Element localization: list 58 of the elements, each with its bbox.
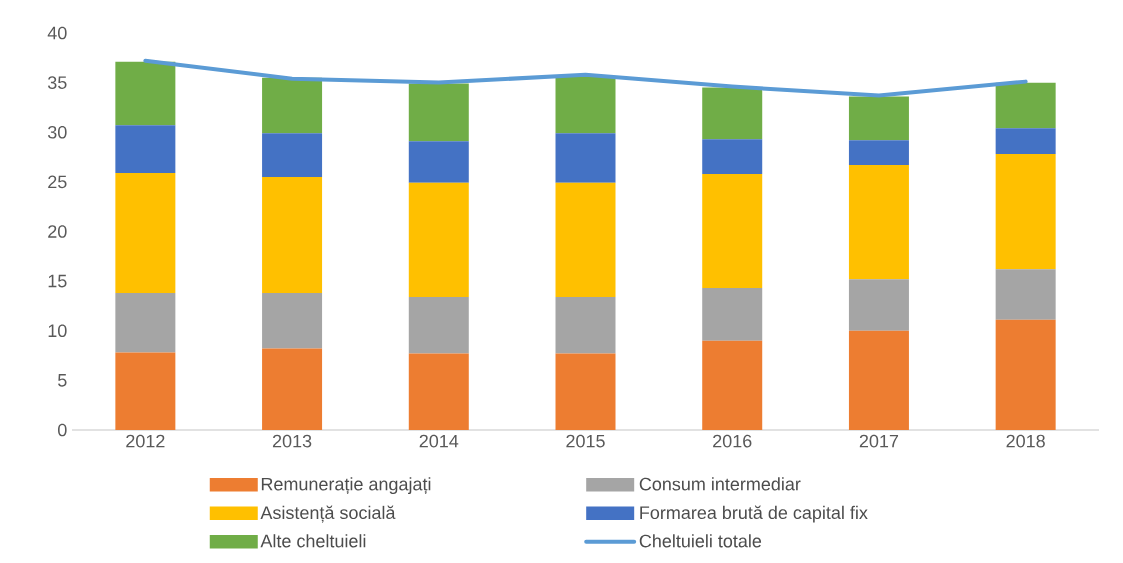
bar: [848, 279, 909, 331]
bar: [408, 83, 469, 142]
bar: [995, 319, 1056, 430]
legend-label: Cheltuieli totale: [639, 534, 762, 548]
bar: [115, 125, 176, 173]
legend-label: Remunerație angajați: [261, 477, 431, 495]
bar: [262, 133, 323, 177]
x-tick-label: 2012: [126, 434, 165, 448]
x-tick-label: 2015: [566, 434, 605, 448]
bar: [995, 82, 1056, 129]
bar: [408, 141, 469, 183]
bar: [702, 340, 763, 430]
y-tick-label: 15: [48, 274, 67, 288]
bar: [702, 139, 763, 174]
x-tick-label: 2017: [859, 434, 899, 448]
bar: [262, 348, 323, 430]
y-tick-label: 35: [47, 76, 67, 89]
bar: [848, 165, 909, 280]
bar: [262, 77, 323, 134]
bar: [115, 293, 176, 353]
x-tick-label: 2014: [419, 434, 459, 448]
y-tick-label: 20: [48, 225, 67, 238]
y-tick-label: 40: [47, 26, 67, 40]
bar: [115, 172, 176, 294]
y-tick-label: 10: [48, 324, 67, 338]
legend-label: Consum intermediar: [639, 477, 801, 491]
line-series: [143, 58, 1028, 98]
y-tick-label: 30: [47, 125, 67, 139]
bar: [555, 297, 616, 354]
bar: [995, 154, 1056, 270]
x-tick-label: 2018: [1006, 434, 1045, 448]
legend-label: Asistență socială: [260, 505, 396, 523]
bar: [848, 330, 909, 430]
bar: [555, 182, 616, 298]
x-tick-label: 2016: [713, 434, 752, 448]
bar: [408, 182, 469, 298]
bar: [702, 288, 763, 341]
legend-label: Formarea brută de capital fix: [640, 505, 868, 523]
legend-label: Alte cheltuieli: [260, 534, 366, 548]
bar: [702, 173, 763, 289]
y-tick-label: 0: [58, 423, 67, 437]
bar: [848, 140, 909, 165]
bar: [408, 353, 469, 430]
bar: [555, 133, 616, 183]
bar: [262, 176, 323, 294]
bar: [995, 269, 1056, 320]
x-tick-label: 2013: [272, 434, 312, 448]
y-tick-label: 25: [48, 175, 67, 189]
bar: [702, 87, 763, 140]
bar: [115, 352, 176, 430]
bar: [115, 61, 176, 126]
bar: [555, 76, 616, 134]
bar: [408, 297, 469, 354]
y-tick-label: 5: [58, 374, 67, 387]
bar: [555, 353, 616, 430]
bar: [995, 128, 1056, 155]
bar: [262, 293, 323, 349]
bar: [848, 96, 909, 141]
